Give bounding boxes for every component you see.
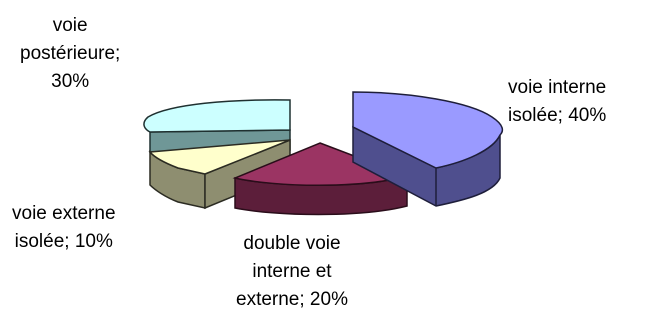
label-voie-posterieure: voie postérieure; 30% — [20, 15, 121, 92]
label-voie-externe-isolee: voie externe isolée; 10% — [12, 203, 116, 252]
slice-double-voie — [232, 142, 410, 216]
slice-voie-externe-isolee-top — [148, 139, 291, 175]
slice-voie-interne-isolee-top — [352, 91, 504, 169]
slice-voie-interne-isolee — [352, 91, 504, 207]
label-voie-interne-isolee: voie interne isolée; 40% — [508, 77, 607, 126]
label-double-voie: double voie interne et externe; 20% — [236, 233, 348, 310]
slice-voie-posterieure-top — [143, 99, 291, 133]
slice-voie-posterieure — [143, 99, 291, 153]
